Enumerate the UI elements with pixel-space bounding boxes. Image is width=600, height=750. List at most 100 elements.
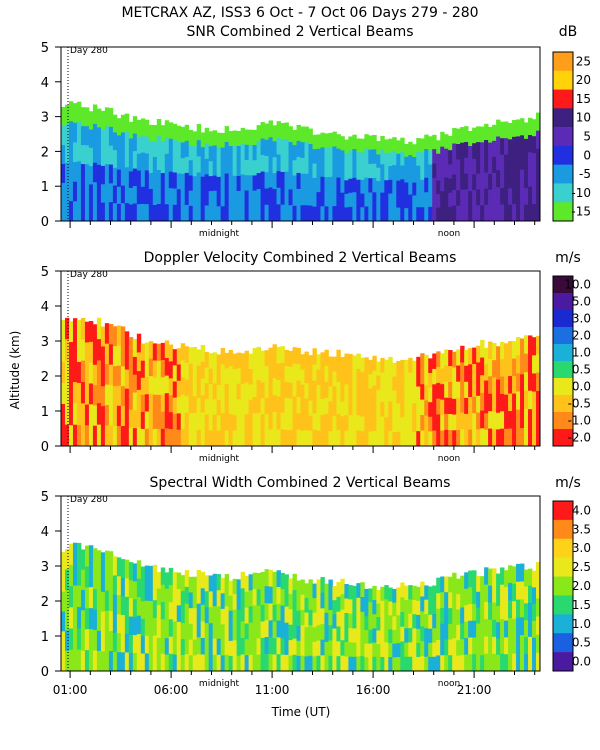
colorbar-swatch bbox=[553, 576, 573, 596]
colorbar-frame bbox=[552, 275, 574, 447]
colorbar-swatch bbox=[553, 52, 573, 72]
y-tick-label: 2 bbox=[41, 145, 49, 160]
panel-2: Doppler Velocity Combined 2 Vertical Bea… bbox=[41, 250, 591, 464]
panel-3: Spectral Width Combined 2 Vertical Beams… bbox=[41, 475, 591, 689]
colorbar-swatch bbox=[553, 395, 573, 413]
colorbar-swatch bbox=[553, 70, 573, 90]
colorbar-unit: m/s bbox=[555, 475, 581, 491]
panel-title: Spectral Width Combined 2 Vertical Beams bbox=[150, 475, 451, 491]
colorbar-label: 5.0 bbox=[572, 295, 591, 309]
colorbar-label: 20 bbox=[576, 73, 591, 87]
day-marker-label: Day 280 bbox=[70, 495, 108, 505]
colorbar-label: -5 bbox=[579, 167, 591, 181]
x-tick-label: 06:00 bbox=[154, 683, 189, 697]
y-tick-label: 1 bbox=[41, 630, 49, 645]
colorbar-swatch bbox=[553, 614, 573, 634]
figure-header: METCRAX AZ, ISS3 6 Oct - 7 Oct 06 Days 2… bbox=[121, 5, 478, 21]
colorbar-frame bbox=[552, 51, 574, 222]
panel-title: Doppler Velocity Combined 2 Vertical Bea… bbox=[144, 250, 457, 266]
colorbar-swatch bbox=[553, 595, 573, 615]
colorbar-label: 1.0 bbox=[572, 617, 591, 631]
colorbar-swatch bbox=[553, 293, 573, 311]
y-axis-label: Altitude (km) bbox=[8, 331, 22, 410]
colorbar-label: 3.0 bbox=[572, 541, 591, 555]
y-tick-label: 4 bbox=[41, 525, 49, 540]
y-tick-label: 3 bbox=[41, 560, 49, 575]
y-tick-label: 4 bbox=[41, 300, 49, 315]
colorbar-swatch bbox=[553, 519, 573, 540]
colorbar-swatch bbox=[553, 202, 573, 222]
colorbar-swatch bbox=[553, 183, 573, 203]
heatmap-cells bbox=[61, 542, 541, 672]
panels: SNR Combined 2 Vertical Beams dB 0 1 2 3 4 5 Day… bbox=[41, 24, 591, 697]
colorbar-swatch bbox=[553, 361, 573, 379]
x-axis-label: Time (UT) bbox=[271, 705, 331, 719]
y-tick-label: 5 bbox=[41, 490, 49, 505]
colorbar-label: 0.5 bbox=[572, 636, 591, 650]
colorbar-swatch bbox=[553, 557, 573, 577]
colorbar-swatch bbox=[553, 327, 573, 345]
colorbar-label: 0.0 bbox=[572, 380, 591, 394]
colorbar-swatch bbox=[553, 501, 573, 521]
day-marker-label: Day 280 bbox=[70, 46, 108, 56]
x-tick-label: 11:00 bbox=[255, 683, 290, 697]
panel-1: SNR Combined 2 Vertical Beams dB 0 1 2 3 4 5 Day… bbox=[41, 24, 591, 239]
colorbar-label: -1.0 bbox=[568, 414, 591, 428]
colorbar-swatch bbox=[553, 164, 573, 184]
colorbar-label: -15 bbox=[571, 205, 591, 219]
colorbar-label: 0 bbox=[583, 148, 591, 162]
colorbar-swatch bbox=[553, 145, 573, 165]
plot-frame bbox=[60, 495, 541, 672]
midnight-label: midnight bbox=[199, 454, 240, 464]
x-tick-label: 16:00 bbox=[356, 683, 391, 697]
colorbar-label: 10 bbox=[576, 111, 591, 125]
colorbar-label: 25 bbox=[576, 54, 591, 68]
colorbar-label: -2.0 bbox=[568, 431, 591, 445]
colorbar-label: 1.0 bbox=[572, 346, 591, 360]
plot-frame bbox=[60, 270, 541, 447]
y-tick-label: 2 bbox=[41, 370, 49, 385]
midnight-label: midnight bbox=[199, 229, 240, 239]
colorbar-label: 2.0 bbox=[572, 329, 591, 343]
y-tick-label: 3 bbox=[41, 111, 49, 126]
y-tick-label: 5 bbox=[41, 41, 49, 56]
colorbar-label: 0.5 bbox=[572, 363, 591, 377]
colorbar-label: 2.5 bbox=[572, 560, 591, 574]
day-marker-label: Day 280 bbox=[70, 270, 108, 280]
y-tick-label: 5 bbox=[41, 265, 49, 280]
colorbar-swatch bbox=[553, 633, 573, 653]
y-tick-label: 1 bbox=[41, 180, 49, 195]
colorbar-label: -10 bbox=[571, 186, 591, 200]
colorbar-swatch bbox=[553, 412, 573, 430]
colorbar-swatch bbox=[553, 310, 573, 328]
y-tick-label: 0 bbox=[41, 440, 49, 455]
colorbar-swatch bbox=[553, 89, 573, 109]
colorbar-label: 2.0 bbox=[572, 579, 591, 593]
colorbar-label: -0.5 bbox=[568, 397, 591, 411]
colorbar-unit: dB bbox=[559, 24, 578, 40]
colorbar-unit: m/s bbox=[555, 250, 581, 266]
colorbar-swatch bbox=[553, 652, 573, 672]
colorbar-label: 1.5 bbox=[572, 598, 591, 612]
x-tick-label: 21:00 bbox=[457, 683, 492, 697]
midnight-label: midnight bbox=[199, 679, 240, 689]
colorbar-label: 4.0 bbox=[572, 503, 591, 517]
noon-label: noon bbox=[438, 229, 460, 239]
colorbar-frame bbox=[552, 500, 574, 672]
y-tick-label: 0 bbox=[41, 215, 49, 230]
y-tick-label: 0 bbox=[41, 665, 49, 680]
y-tick-label: 1 bbox=[41, 405, 49, 420]
noon-label: noon bbox=[438, 454, 460, 464]
panel-title: SNR Combined 2 Vertical Beams bbox=[186, 24, 413, 40]
colorbar-swatch bbox=[553, 344, 573, 362]
y-tick-label: 4 bbox=[41, 76, 49, 91]
colorbar-swatch bbox=[553, 429, 573, 447]
plot-frame bbox=[60, 46, 541, 222]
colorbar-swatch bbox=[553, 276, 573, 294]
colorbar-label: 5 bbox=[583, 130, 591, 144]
colorbar-swatch bbox=[553, 378, 573, 396]
colorbar-swatch bbox=[553, 538, 573, 558]
colorbar-label: 3.5 bbox=[572, 522, 591, 536]
colorbar-label: 3.0 bbox=[572, 312, 591, 326]
x-tick-label: 01:00 bbox=[53, 683, 88, 697]
